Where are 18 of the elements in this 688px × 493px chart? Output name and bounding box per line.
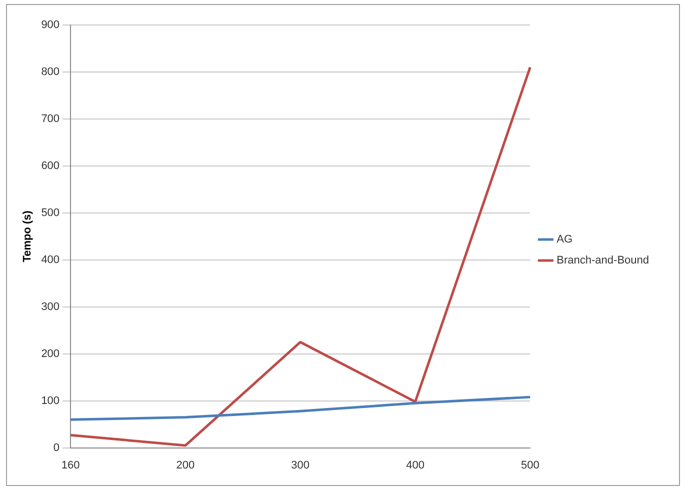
y-tick-label: 900 [41, 19, 60, 32]
x-tick-label: 400 [406, 459, 424, 472]
y-tick-label: 100 [41, 394, 60, 407]
y-axis-title: Tempo (s) [22, 210, 34, 262]
y-tick-label: 300 [41, 300, 60, 313]
x-tick-label: 200 [176, 459, 195, 472]
legend-label: AG [556, 234, 573, 246]
x-tick-label: 500 [520, 459, 540, 472]
y-tick-label: 800 [41, 66, 60, 78]
y-tick-label: 400 [41, 254, 60, 266]
y-tick-label: 500 [41, 206, 60, 219]
y-tick-label: 700 [41, 112, 60, 125]
legend-label: Branch-and-Bound [556, 254, 650, 267]
y-tick-label: 600 [41, 160, 60, 172]
y-tick-label: 0 [53, 442, 60, 454]
x-tick-label: 160 [61, 459, 80, 472]
y-tick-label: 200 [41, 348, 60, 360]
x-tick-label: 300 [291, 459, 310, 472]
